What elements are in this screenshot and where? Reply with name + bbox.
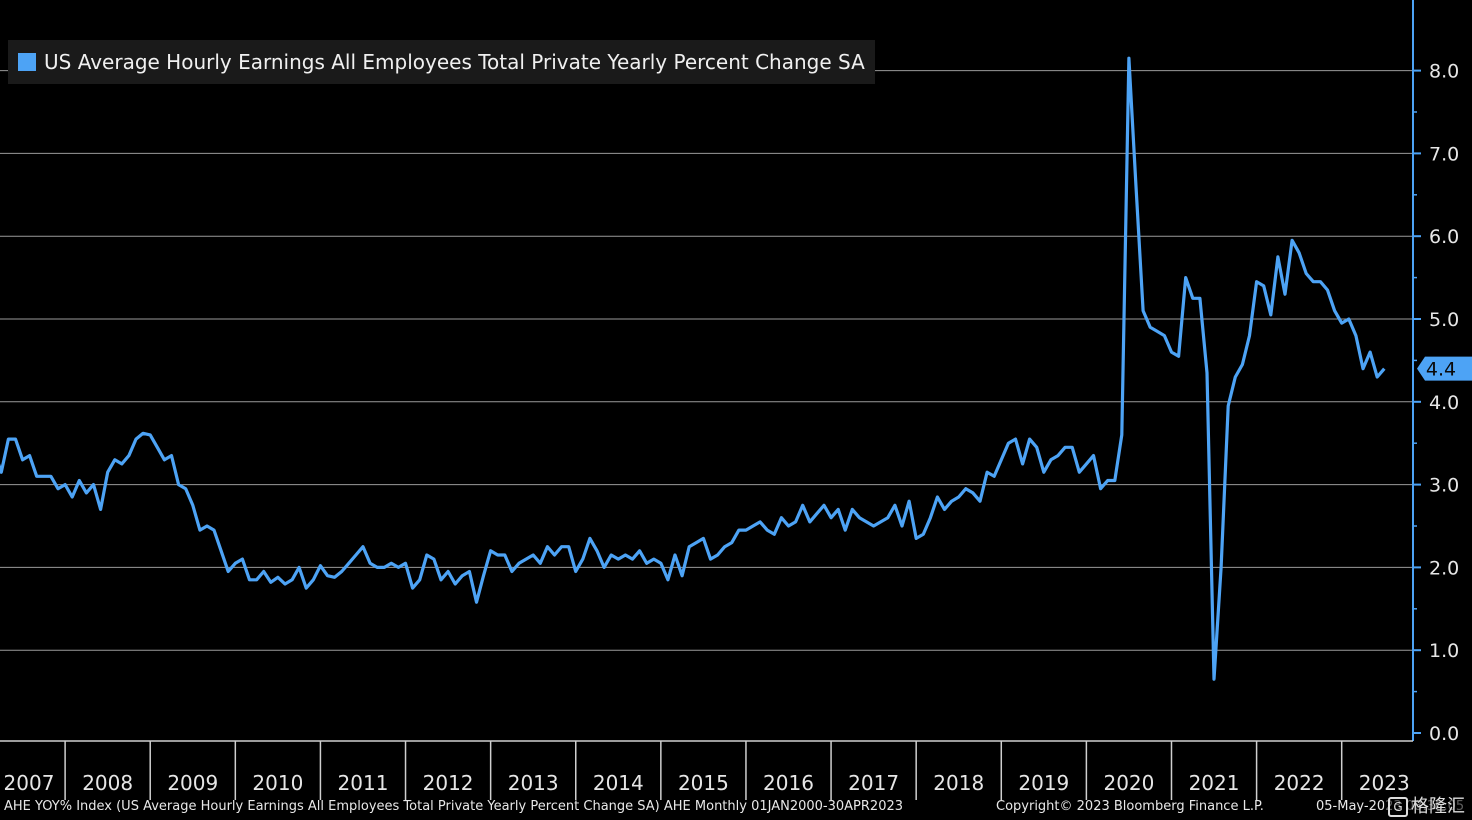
x-tick-label: 2012 <box>423 771 474 795</box>
y-tick-label: 7.0 <box>1429 143 1459 165</box>
y-tick-label: 6.0 <box>1429 226 1459 248</box>
gelonghui-logo-icon: G <box>1388 797 1408 817</box>
x-axis: 2007 2008 2009 2010 2011 2012 2013 2014 2015 2016… <box>0 740 1413 800</box>
watermark-text: 格隆汇 <box>1411 796 1465 817</box>
x-tick-label: 2008 <box>82 771 133 795</box>
series-line <box>0 56 1386 681</box>
gridlines <box>0 70 1413 651</box>
x-tick-label: 2013 <box>508 771 559 795</box>
last-value-label: 4.4 <box>1426 359 1456 381</box>
x-tick-label: 2017 <box>848 771 899 795</box>
x-tick-label: 2023 <box>1359 771 1410 795</box>
x-tick-label: 2021 <box>1189 771 1240 795</box>
x-tick-label: 2007 <box>4 771 55 795</box>
x-tick-label: 2020 <box>1103 771 1154 795</box>
y-tick-label: 0.0 <box>1429 723 1459 745</box>
y-tick-label: 5.0 <box>1429 309 1459 331</box>
series-layer <box>0 56 1386 681</box>
footer-copyright: Copyright© 2023 Bloomberg Finance L.P. <box>996 799 1264 814</box>
x-tick-label: 2018 <box>933 771 984 795</box>
legend-swatch <box>18 53 36 71</box>
x-tick-label: 2014 <box>593 771 644 795</box>
y-tick-label: 8.0 <box>1429 61 1459 83</box>
watermark: G 格隆汇 <box>1384 792 1469 818</box>
x-tick-label: 2016 <box>763 771 814 795</box>
legend: US Average Hourly Earnings All Employees… <box>8 40 875 84</box>
last-value-badge <box>1417 356 1472 381</box>
x-tick-label: 2015 <box>678 771 729 795</box>
x-tick-label: 2009 <box>167 771 218 795</box>
y-axis: 0.0 1.0 2.0 3.0 4.0 5.0 6.0 7.0 8.0 <box>1412 0 1459 745</box>
legend-label: US Average Hourly Earnings All Employees… <box>44 50 865 74</box>
x-tick-label: 2011 <box>338 771 389 795</box>
last-value-marker: 4.4 <box>1417 356 1472 381</box>
x-tick-label: 2019 <box>1018 771 1069 795</box>
y-tick-label: 4.0 <box>1429 392 1459 414</box>
y-tick-label: 1.0 <box>1429 640 1459 662</box>
y-tick-label: 3.0 <box>1429 475 1459 497</box>
x-tick-label: 2022 <box>1274 771 1325 795</box>
x-tick-label: 2010 <box>252 771 303 795</box>
footer-description: AHE YOY% Index (US Average Hourly Earnin… <box>4 799 904 814</box>
y-tick-label: 2.0 <box>1429 557 1459 579</box>
